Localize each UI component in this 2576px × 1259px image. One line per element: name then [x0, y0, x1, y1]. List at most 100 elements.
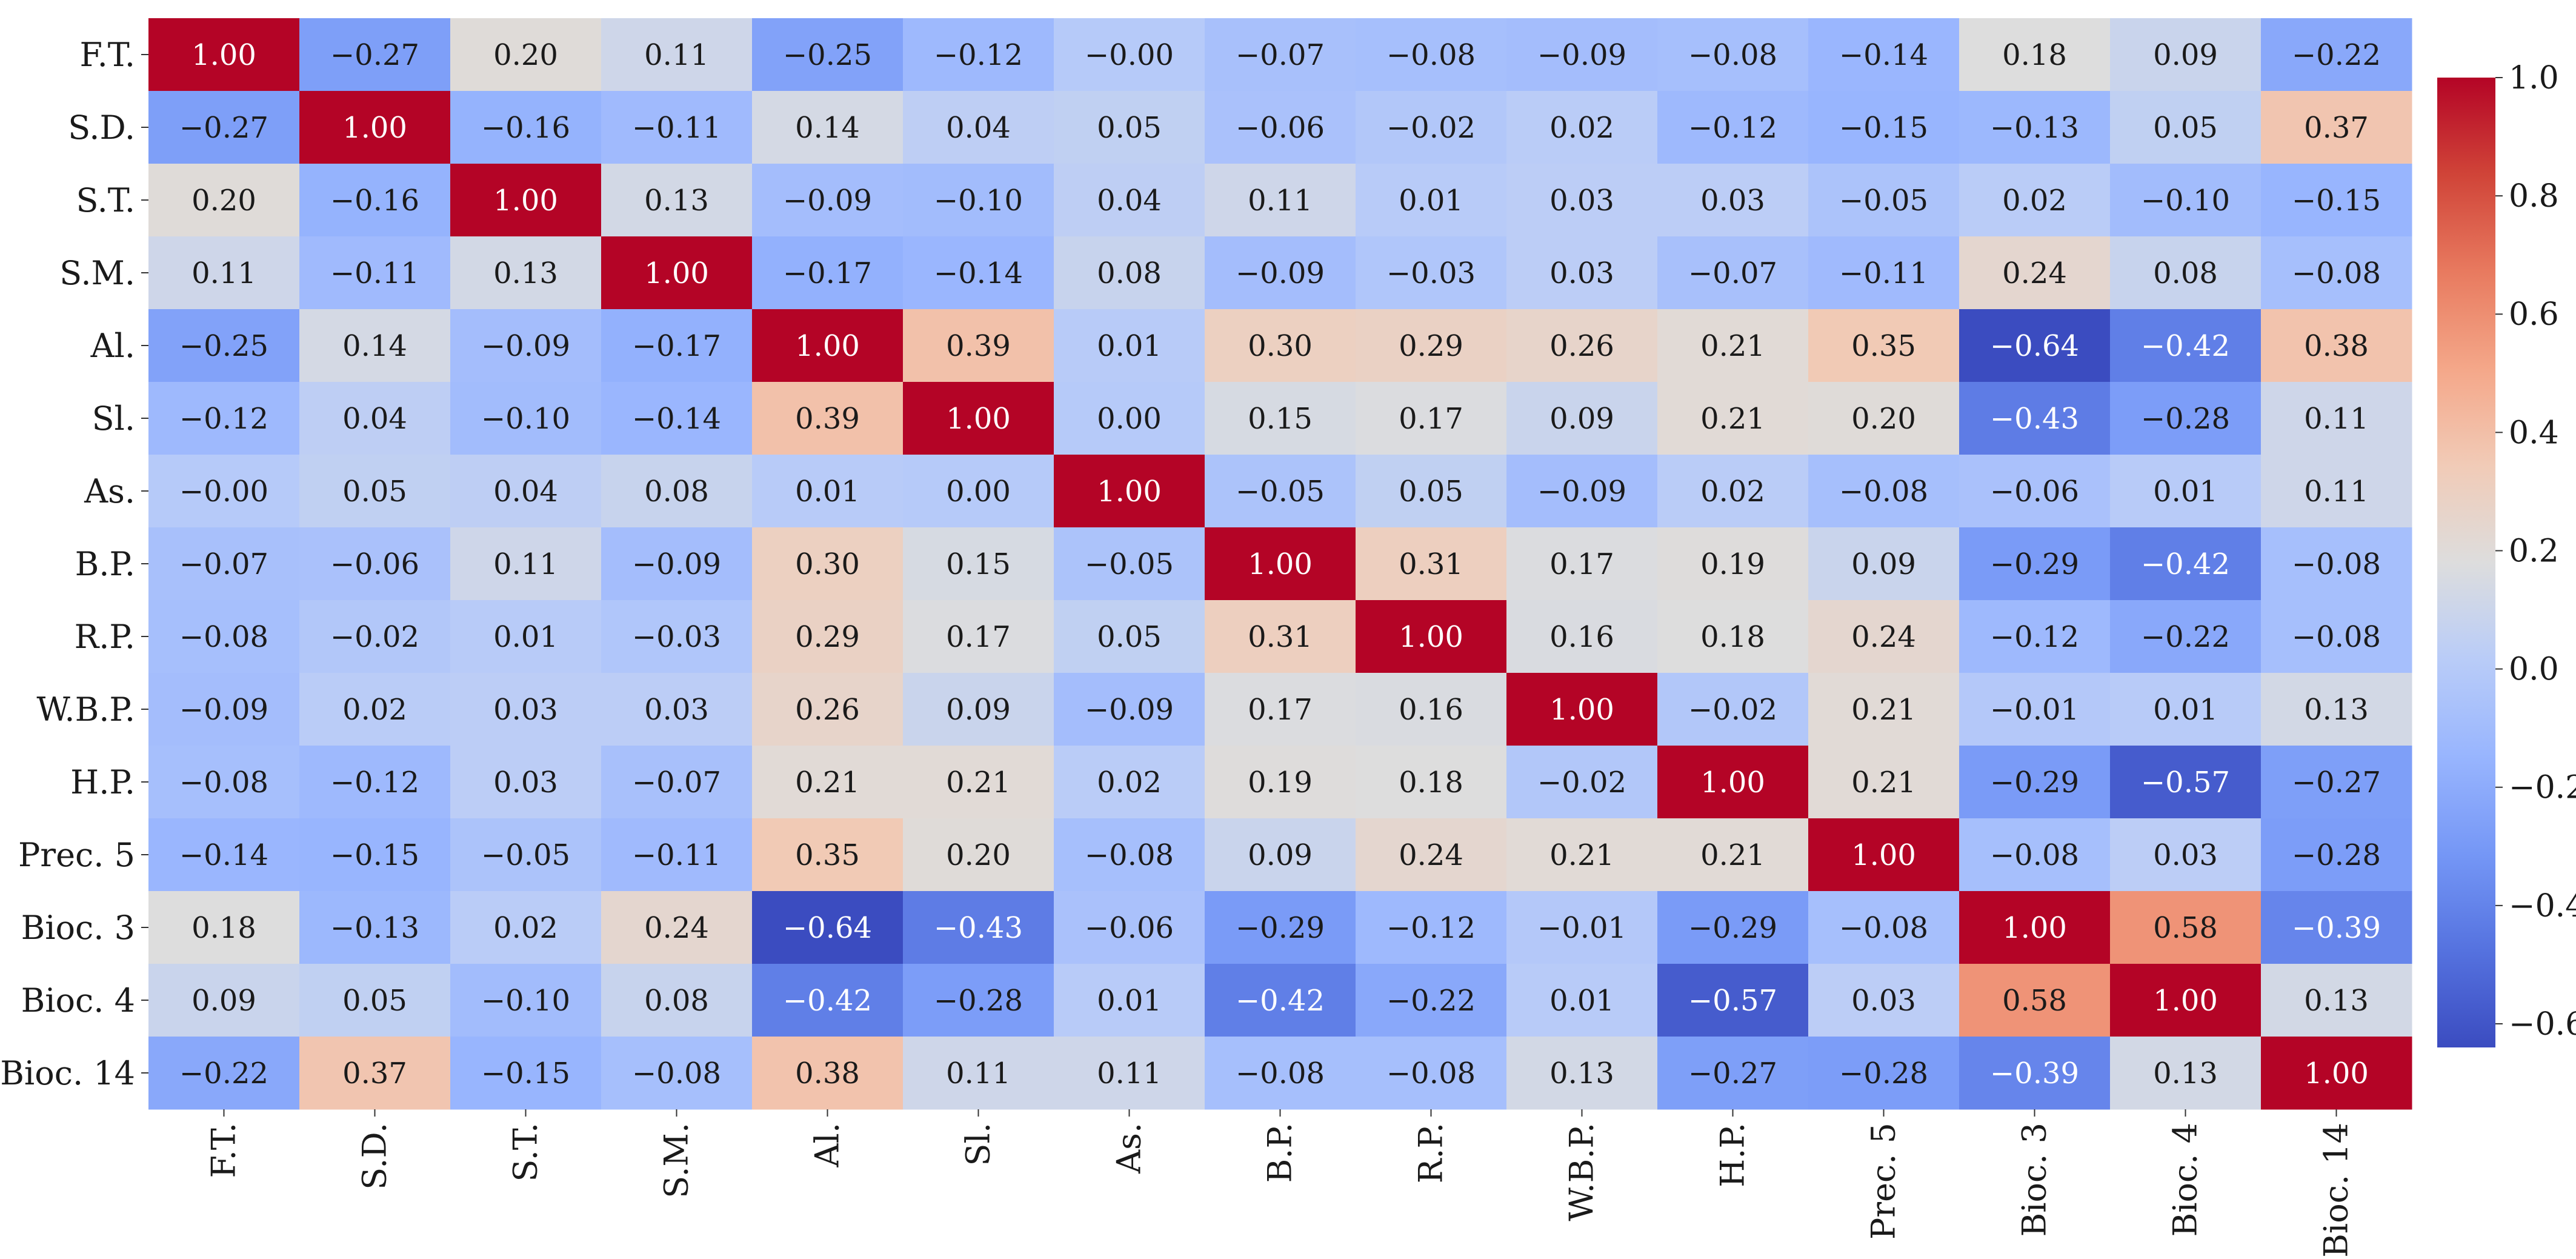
cell-value-label: 0.30 — [795, 547, 860, 581]
heatmap-cell — [1205, 236, 1356, 310]
cell-value-label: 1.00 — [342, 111, 407, 145]
cell-value-label: −0.02 — [330, 620, 419, 654]
cell-value-label: −0.08 — [1839, 475, 1928, 509]
cell-value-label: −0.06 — [330, 547, 419, 581]
heatmap-cell — [601, 382, 753, 455]
column-tick-label: S.M. — [657, 1123, 696, 1198]
heatmap-cell — [148, 18, 300, 92]
cell-value-label: 0.05 — [1097, 620, 1162, 654]
row-tick-label: As. — [84, 472, 135, 510]
heatmap-cell — [2110, 455, 2261, 528]
heatmap-cell — [1205, 527, 1356, 601]
heatmap-cell — [1808, 746, 1960, 819]
column-tick-label: Prec. 5 — [1865, 1123, 1903, 1240]
cell-value-label: 0.19 — [1700, 547, 1765, 581]
heatmap-cell — [601, 600, 753, 673]
heatmap-cell — [2110, 236, 2261, 310]
cell-value-label: 0.11 — [2304, 475, 2369, 509]
heatmap-cell — [450, 818, 602, 892]
heatmap-cell — [148, 673, 300, 746]
heatmap-cell — [299, 309, 451, 382]
heatmap-cell — [1054, 673, 1205, 746]
cell-value-label: 0.11 — [644, 38, 709, 72]
colorbar-tick-label: 0.0 — [2509, 652, 2559, 688]
heatmap-cell — [1205, 600, 1356, 673]
heatmap-cell — [1506, 818, 1658, 892]
heatmap-cell — [148, 309, 300, 382]
cell-value-label: 0.13 — [2304, 693, 2369, 727]
cell-value-label: −0.11 — [1839, 256, 1928, 290]
cell-value-label: 0.02 — [1097, 766, 1162, 800]
cell-value-label: −0.17 — [632, 329, 721, 363]
cell-value-label: −0.08 — [1085, 838, 1174, 872]
cell-value-label: 0.35 — [1851, 329, 1916, 363]
cell-value-label: 0.03 — [1549, 256, 1614, 290]
cell-value-label: −0.13 — [330, 911, 419, 945]
heatmap-cell — [148, 964, 300, 1037]
heatmap-cell — [1054, 382, 1205, 455]
cell-value-label: −0.02 — [1386, 111, 1476, 145]
row-tick-label: S.D. — [68, 109, 135, 147]
heatmap-cell — [903, 18, 1054, 92]
cell-value-label: 0.38 — [2304, 329, 2369, 363]
heatmap-cell — [903, 891, 1054, 964]
cell-value-label: −0.22 — [1386, 984, 1476, 1018]
cell-value-label: 0.01 — [1399, 184, 1463, 218]
heatmap-cell — [1205, 382, 1356, 455]
cell-value-label: 0.37 — [2304, 111, 2369, 145]
column-tick-label: S.T. — [507, 1123, 545, 1181]
cell-value-label: −0.08 — [2292, 620, 2381, 654]
heatmap-cell — [1657, 236, 1809, 310]
heatmap-cell — [299, 18, 451, 92]
cell-value-label: −0.22 — [2141, 620, 2230, 654]
heatmap-cell — [2261, 164, 2412, 237]
row-tick-labels: F.T. S.D. S.T. S.M. Al. Sl. As. B.P. R.P. W.B.P. H… — [0, 36, 148, 1092]
heatmap-cell — [148, 527, 300, 601]
heatmap-cell — [601, 18, 753, 92]
cell-value-label: 0.16 — [1399, 693, 1463, 727]
cell-value-label: −0.39 — [1990, 1057, 2079, 1090]
heatmap-cell — [1054, 164, 1205, 237]
cell-value-label: 0.24 — [644, 911, 709, 945]
heatmap-cell — [1506, 1037, 1658, 1110]
cell-value-label: 0.02 — [1549, 111, 1614, 145]
heatmap-cell — [1657, 1037, 1809, 1110]
cell-value-label: −0.42 — [2141, 329, 2230, 363]
cell-value-label: −0.57 — [1688, 984, 1777, 1018]
cell-value-label: −0.08 — [2292, 547, 2381, 581]
heatmap-cell — [903, 600, 1054, 673]
heatmap-cell — [299, 527, 451, 601]
cell-value-label: 0.09 — [1851, 547, 1916, 581]
heatmap-cell — [1205, 746, 1356, 819]
cell-value-label: 0.01 — [2153, 693, 2218, 727]
heatmap-cell — [1657, 891, 1809, 964]
heatmap-cell — [450, 964, 602, 1037]
heatmap-cell — [1959, 818, 2111, 892]
heatmap-cell — [601, 673, 753, 746]
cell-value-label: −0.27 — [2292, 766, 2381, 800]
heatmap-cell — [2110, 91, 2261, 164]
heatmap-cell — [450, 18, 602, 92]
column-tick-label: R.P. — [1412, 1123, 1450, 1183]
heatmap-cell — [601, 164, 753, 237]
cell-value-label: −0.42 — [1236, 984, 1325, 1018]
cell-value-label: 0.02 — [2002, 184, 2067, 218]
heatmap-cell — [752, 600, 904, 673]
heatmap-cell — [601, 964, 753, 1037]
heatmap-cell — [1506, 891, 1658, 964]
heatmap-cell — [903, 1037, 1054, 1110]
heatmap-cell — [2110, 746, 2261, 819]
heatmap-cell — [2261, 91, 2412, 164]
heatmap-cell — [903, 746, 1054, 819]
cell-value-label: 1.00 — [2002, 911, 2067, 945]
cell-value-label: −0.43 — [934, 911, 1023, 945]
heatmap-cell — [1808, 164, 1960, 237]
cell-value-label: 0.01 — [1549, 984, 1614, 1018]
heatmap-cell — [2110, 527, 2261, 601]
colorbar-tick-label: −0.4 — [2509, 888, 2576, 924]
cell-value-label: −0.02 — [1537, 766, 1626, 800]
cell-value-label: 0.29 — [795, 620, 860, 654]
cell-value-label: −0.15 — [481, 1057, 570, 1090]
cell-value-label: 0.05 — [1097, 111, 1162, 145]
cell-value-label: −0.08 — [1990, 838, 2079, 872]
